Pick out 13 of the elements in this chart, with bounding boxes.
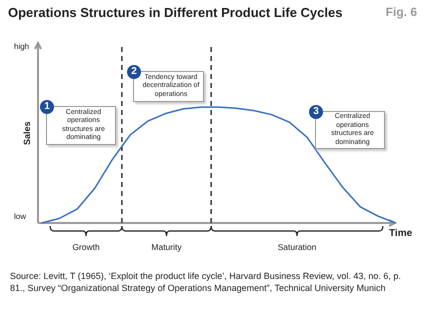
text: Growth bbox=[72, 242, 100, 252]
chart-title: Operations Structures in Different Product Life Cycles bbox=[8, 5, 342, 20]
caption: Fig. 6 bbox=[386, 5, 417, 19]
text: Saturation bbox=[278, 242, 317, 252]
annotation: 3 bbox=[309, 105, 323, 119]
annotation: 1 bbox=[40, 100, 54, 114]
x-axis-title: Time bbox=[389, 228, 412, 239]
text: Maturity bbox=[151, 242, 182, 252]
source-note: Source: Levitt, T (1965), ‘Exploit the product life cycle’, Harvard Business Review, vol. 43, no. 6, p. 81., Survey “Organizational Strategy of Operations Management”, Technical University Munich bbox=[10, 270, 402, 294]
text: 2 bbox=[127, 65, 141, 79]
y-axis-title: Sales bbox=[22, 121, 32, 145]
text: low bbox=[14, 212, 26, 221]
text: high bbox=[14, 42, 30, 51]
